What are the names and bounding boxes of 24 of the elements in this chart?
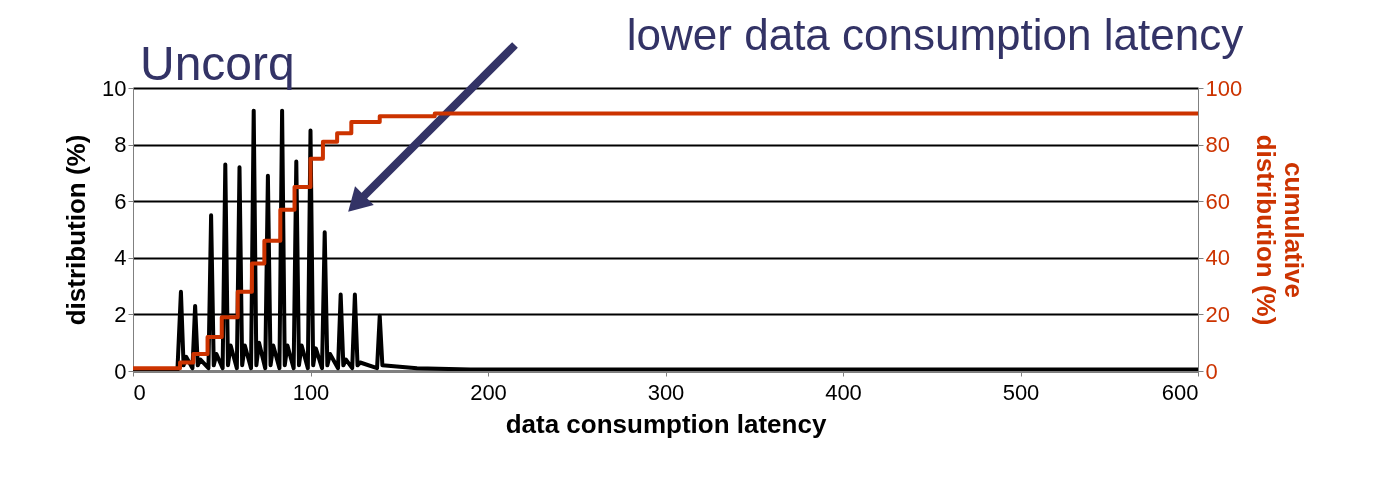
y-axis-title: distribution (%) <box>61 134 92 326</box>
text: lower data consumption latency <box>626 10 1244 59</box>
x-tick-label: 500 <box>1002 379 1040 405</box>
x-tick-label: 200 <box>470 379 507 405</box>
x-tick-label: 600 <box>1161 379 1199 405</box>
y2-tick-label: 60 <box>1205 188 1230 214</box>
y-tick-label: 8 <box>114 132 127 158</box>
x-tick-label: 0 <box>133 379 146 405</box>
y-tick-label: 2 <box>114 301 127 327</box>
x-tick-label: 100 <box>292 379 330 405</box>
y2-tick-label: 100 <box>1205 75 1243 101</box>
y-tick-label: 4 <box>114 245 127 271</box>
x-tick-label: 300 <box>647 379 685 405</box>
y2-axis-title: cumulative distribution (%) <box>1251 134 1310 326</box>
x-tick-label: 400 <box>825 379 862 405</box>
y2-tick-label: 80 <box>1205 132 1230 158</box>
y-tick-label: 6 <box>114 188 127 214</box>
y2-tick-label: 40 <box>1205 245 1230 271</box>
y2-tick-label: 0 <box>1205 358 1218 384</box>
chart-title: Uncorq <box>140 37 295 90</box>
y-tick-label: 10 <box>102 75 127 101</box>
x-axis-title: data consumption latency <box>505 408 827 439</box>
y2-tick-label: 20 <box>1205 301 1230 327</box>
y-tick-label: 0 <box>114 358 127 384</box>
